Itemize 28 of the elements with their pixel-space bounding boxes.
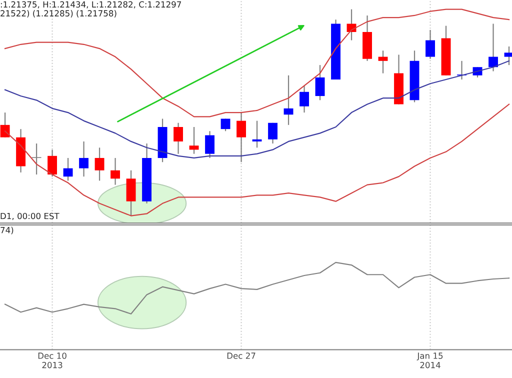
candlestick bbox=[426, 29, 435, 60]
x-tick-label: Dec 27 bbox=[227, 352, 256, 359]
candlestick bbox=[205, 130, 214, 159]
candlestick bbox=[126, 170, 136, 216]
candlestick bbox=[32, 142, 42, 176]
text: 74) bbox=[0, 226, 14, 234]
candlestick bbox=[268, 122, 278, 144]
annotation: D1, 00:00 EST bbox=[0, 212, 60, 220]
candlestick bbox=[189, 126, 199, 154]
candlestick bbox=[0, 112, 10, 138]
candlestick bbox=[488, 23, 498, 72]
candlestick bbox=[252, 120, 262, 148]
candlestick bbox=[315, 64, 325, 101]
candlestick bbox=[300, 85, 309, 114]
candlestick bbox=[94, 147, 104, 182]
candlestick bbox=[378, 50, 388, 74]
annotation: 21522) (1.21285) (1.21758) bbox=[0, 10, 116, 18]
candlestick bbox=[110, 157, 120, 186]
text: :1.21375, H:1.21434, L:1.21282, C:1.21297 bbox=[0, 1, 181, 8]
x-tick-label: Dec 10 2013 bbox=[38, 352, 66, 368]
candlestick bbox=[220, 118, 230, 132]
x-tick-label: Jan 15 2014 bbox=[416, 352, 443, 368]
candlestick bbox=[79, 140, 89, 178]
candlestick bbox=[284, 74, 294, 126]
candlestick bbox=[48, 149, 58, 178]
candlestick bbox=[63, 157, 73, 182]
candlestick bbox=[174, 122, 184, 154]
candlestick bbox=[236, 112, 246, 163]
